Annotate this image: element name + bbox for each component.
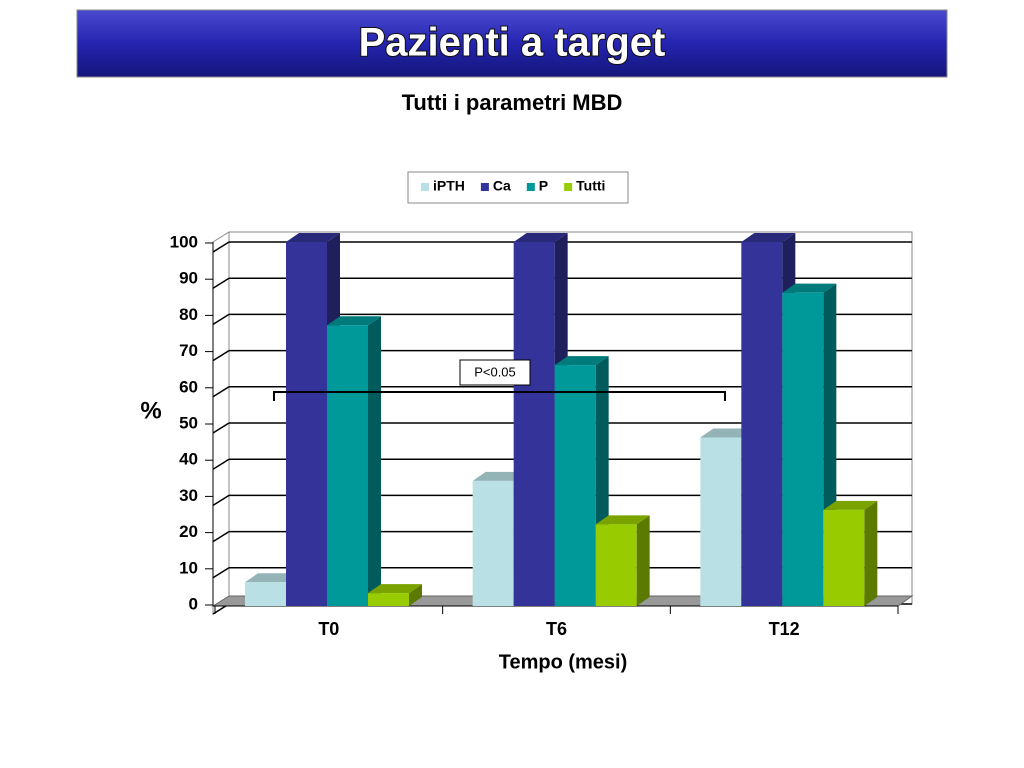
title-banner xyxy=(76,9,948,78)
y-tick-label: 60 xyxy=(179,377,198,396)
annotation: P<0.05 xyxy=(474,364,516,379)
bar-top xyxy=(513,233,568,242)
x-tick-label: T6 xyxy=(546,619,567,639)
y-tick-label: 20 xyxy=(179,522,198,541)
bar-top xyxy=(472,471,527,481)
grid-line-side xyxy=(212,349,230,362)
grid-line-side xyxy=(212,422,230,434)
y-tick-label: 40 xyxy=(179,450,198,469)
bar xyxy=(327,325,368,606)
x-tick-label: T0 xyxy=(318,619,339,639)
legend-label: P xyxy=(539,178,548,194)
bar xyxy=(513,242,555,606)
grid-line-side xyxy=(212,567,230,579)
y-tick-label: 100 xyxy=(170,232,198,251)
bar-top xyxy=(286,233,340,242)
legend-label: Tutti xyxy=(576,178,605,194)
bar xyxy=(286,242,327,606)
bar-top xyxy=(595,515,650,525)
grid-line-side xyxy=(212,494,230,507)
legend-swatch xyxy=(526,183,535,191)
grid-line-side xyxy=(212,277,230,289)
grid-line-side xyxy=(212,313,230,326)
bar-top xyxy=(327,316,381,326)
y-axis-label: % xyxy=(140,397,161,424)
bar xyxy=(554,365,596,606)
legend-label: Ca xyxy=(493,178,511,194)
bar xyxy=(700,437,742,606)
annotation-box xyxy=(459,359,531,386)
y-tick-label: 10 xyxy=(179,558,198,577)
bar xyxy=(741,242,783,606)
y-tick-label: 90 xyxy=(179,269,198,288)
y-tick-label: 30 xyxy=(179,486,198,505)
legend-swatch xyxy=(421,183,429,191)
left-wall xyxy=(212,231,230,615)
bar-side xyxy=(864,500,878,606)
bar-top xyxy=(782,283,837,293)
y-tick-label: 80 xyxy=(179,305,198,324)
bar-top xyxy=(245,573,299,583)
chart-subtitle: Tutti i parametri MBD xyxy=(402,90,623,115)
bar-top xyxy=(823,500,878,510)
bar xyxy=(368,593,409,606)
bar xyxy=(472,480,514,606)
bar-side xyxy=(368,316,381,606)
bar-top xyxy=(554,356,609,366)
y-tick-label: 70 xyxy=(179,341,198,360)
legend-swatch xyxy=(564,183,573,191)
bar xyxy=(245,582,286,606)
y-tick-label: 50 xyxy=(179,413,198,432)
x-tick-label: T12 xyxy=(769,619,800,639)
y-tick-label: 0 xyxy=(189,594,198,613)
grid-line-side xyxy=(212,530,230,543)
bar-top xyxy=(368,584,422,594)
bar-top xyxy=(700,428,755,438)
bar-top xyxy=(741,233,796,242)
legend-swatch xyxy=(480,183,489,191)
chart-title: Pazienti a target xyxy=(359,21,666,65)
bar xyxy=(782,292,824,606)
legend-box xyxy=(407,171,629,204)
grid-line-side xyxy=(212,458,230,470)
bar xyxy=(595,524,637,606)
legend-label: iPTH xyxy=(433,178,465,194)
bar-side xyxy=(636,515,650,606)
bar xyxy=(823,509,865,606)
significance-bracket xyxy=(273,391,726,401)
bar-side xyxy=(409,584,422,606)
x-axis-label: Tempo (mesi) xyxy=(499,651,628,673)
grid-line-side xyxy=(212,386,230,398)
grid-line-side xyxy=(212,241,230,253)
